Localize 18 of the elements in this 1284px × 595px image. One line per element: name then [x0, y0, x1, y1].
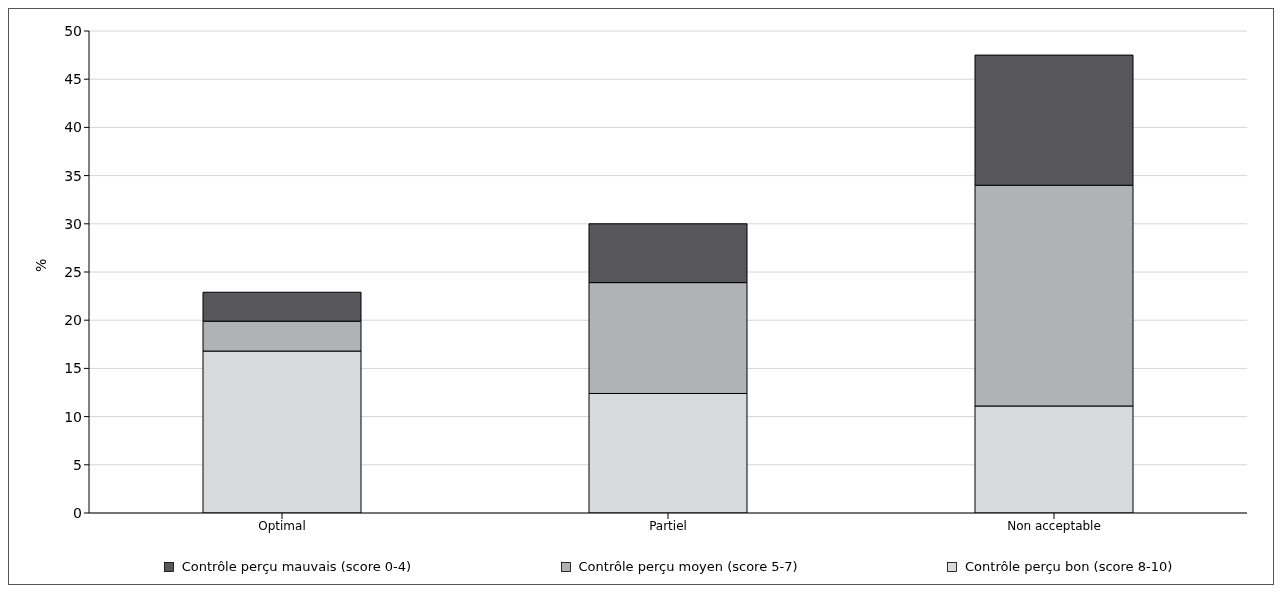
- y-tick-label: 25: [64, 263, 82, 280]
- y-tick-label: 40: [64, 119, 82, 136]
- x-tick-label: Non acceptable: [1007, 518, 1101, 533]
- y-tick-label: 10: [64, 408, 82, 425]
- y-axis-title: %: [32, 258, 49, 272]
- x-tick-label: Optimal: [258, 518, 306, 533]
- y-tick-label: 15: [64, 360, 82, 377]
- y-tick-label: 30: [64, 215, 82, 232]
- legend-label: Contrôle perçu bon (score 8-10): [965, 559, 1173, 574]
- y-tick-label: 50: [64, 22, 82, 39]
- y-tick-label: 35: [64, 167, 82, 184]
- y-tick-label: 45: [64, 71, 82, 88]
- legend-label: Contrôle perçu mauvais (score 0-4): [181, 559, 412, 574]
- y-tick-label: 5: [73, 456, 82, 473]
- y-tick-label: 20: [64, 312, 82, 329]
- y-tick-label: 0: [73, 504, 82, 521]
- legend-label: Contrôle perçu moyen (score 5-7): [578, 559, 798, 574]
- x-tick-label: Partiel: [649, 518, 687, 533]
